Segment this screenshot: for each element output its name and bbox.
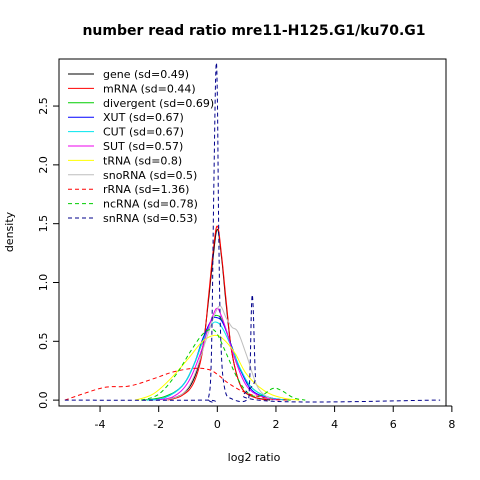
legend-label-9: ncRNA (sd=0.78) <box>103 198 198 211</box>
x-tick-label-0: -4 <box>95 418 106 431</box>
chart-title: number read ratio mre11-H125.G1/ku70.G1 <box>82 23 425 39</box>
series-line-10 <box>64 62 441 403</box>
x-tick-label-2: 0 <box>214 418 221 431</box>
legend-label-10: snRNA (sd=0.53) <box>103 212 198 225</box>
legend-label-6: tRNA (sd=0.8) <box>103 154 182 167</box>
x-axis-label: log2 ratio <box>228 451 281 464</box>
legend: gene (sd=0.49)mRNA (sd=0.44) divergent (s… <box>68 68 214 225</box>
y-axis: 0.0 0.5 1.0 1.5 2.0 2.5 <box>37 97 60 409</box>
legend-label-5: SUT (sd=0.57) <box>103 140 183 153</box>
legend-label-4: CUT (sd=0.67) <box>103 126 184 139</box>
legend-label-8: rRNA (sd=1.36) <box>103 183 189 196</box>
y-axis-label: density <box>3 211 16 252</box>
legend-label-0: gene (sd=0.49) <box>103 68 189 81</box>
legend-label-7: snoRNA (sd=0.5) <box>103 169 197 182</box>
x-tick-label-6: 8 <box>448 418 455 431</box>
y-tick-label-2: 1.0 <box>37 274 50 292</box>
y-tick-label-0: 0.0 <box>37 391 50 409</box>
series-line-9 <box>140 329 306 401</box>
series-line-4 <box>146 321 288 401</box>
legend-label-1: mRNA (sd=0.44) <box>103 82 196 95</box>
series-line-7 <box>164 305 274 401</box>
series-line-1 <box>167 225 268 401</box>
y-tick-label-5: 2.5 <box>37 97 50 115</box>
x-tick-label-1: -2 <box>153 418 164 431</box>
legend-label-3: XUT (sd=0.67) <box>103 111 184 124</box>
x-tick-label-3: 2 <box>272 418 279 431</box>
y-tick-label-1: 0.5 <box>37 333 50 351</box>
y-tick-label-3: 1.5 <box>37 215 50 233</box>
series-line-8 <box>64 367 291 401</box>
x-axis: -4 -2 0 2 4 6 8 <box>95 405 455 431</box>
x-tick-label-4: 4 <box>331 418 338 431</box>
y-tick-label-4: 2.0 <box>37 156 50 174</box>
legend-label-2: divergent (sd=0.69) <box>103 97 214 110</box>
x-tick-label-5: 6 <box>390 418 397 431</box>
plot-lines <box>64 62 441 403</box>
